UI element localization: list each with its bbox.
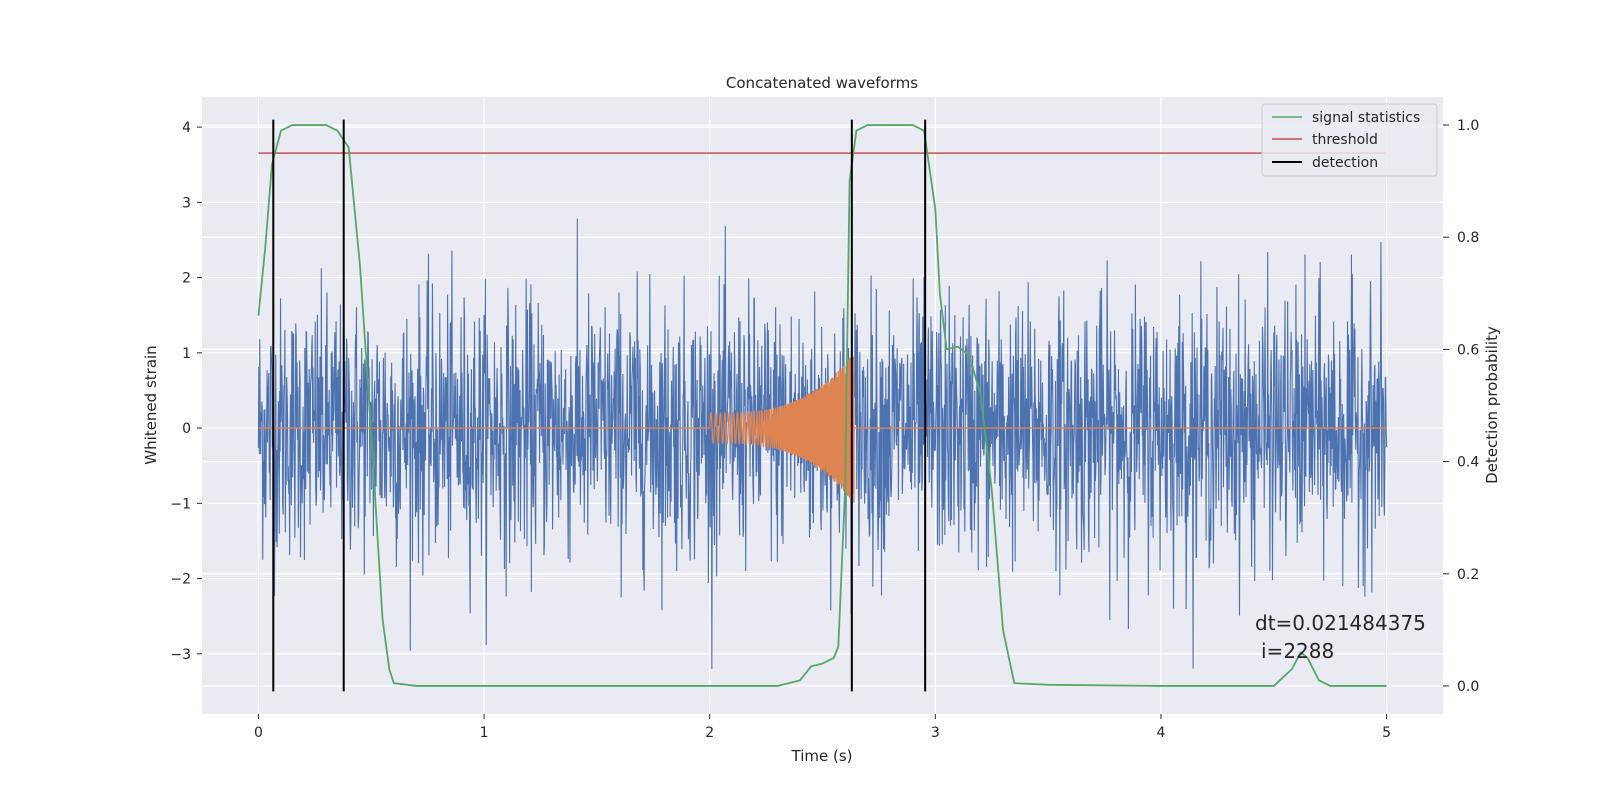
x-tick-label: 2 [705, 725, 714, 741]
signal-statistics-line [257, 124, 1387, 687]
legend-box [1261, 103, 1438, 177]
y-tick-label: 1 [182, 346, 191, 362]
y2-tick-label: 0.8 [1457, 230, 1479, 246]
y-tick-label: 4 [182, 120, 191, 136]
y-axis-title: Whitened strain [142, 345, 160, 464]
y2-tick-label: 0.0 [1457, 679, 1479, 695]
annotation-dt: dt=0.021484375 [1255, 611, 1426, 635]
y-tick-label: 3 [182, 195, 191, 211]
x-tick-label: 1 [480, 725, 489, 741]
y2-tick-label: 0.6 [1457, 342, 1479, 358]
y2-tick-label: 1.0 [1457, 118, 1479, 134]
y2-tick-label: 0.4 [1457, 455, 1479, 471]
x-tick-label: 3 [931, 725, 940, 741]
y-tick-label: −2 [170, 572, 191, 588]
right-axis: 0.0 0.2 0.4 0.6 0.8 1.0 [1443, 118, 1479, 695]
plot-area [257, 119, 1388, 692]
y-tick-label: 2 [182, 271, 191, 287]
legend-label-detection: detection [1312, 155, 1378, 171]
legend: signal statistics threshold detection [1261, 103, 1438, 177]
x-tick-label: 0 [254, 725, 263, 741]
x-axis-title: Time (s) [791, 747, 853, 765]
bottom-axis: 0 1 2 3 4 5 [254, 714, 1391, 741]
legend-label-threshold: threshold [1312, 132, 1378, 148]
injection-line [258, 356, 1387, 503]
y-tick-label: 0 [182, 421, 191, 437]
annotation-i: i=2288 [1261, 639, 1334, 663]
x-tick-label: 4 [1156, 725, 1165, 741]
chart-title: Concatenated waveforms [726, 74, 918, 92]
left-axis: −3 −2 −1 0 1 2 3 4 [170, 120, 202, 663]
y-tick-label: −3 [170, 647, 191, 663]
y2-tick-label: 0.2 [1457, 567, 1479, 583]
y-tick-label: −1 [170, 496, 191, 512]
y2-axis-title: Detection probability [1483, 326, 1501, 484]
x-tick-label: 5 [1382, 725, 1391, 741]
legend-label-signal-statistics: signal statistics [1312, 110, 1420, 126]
